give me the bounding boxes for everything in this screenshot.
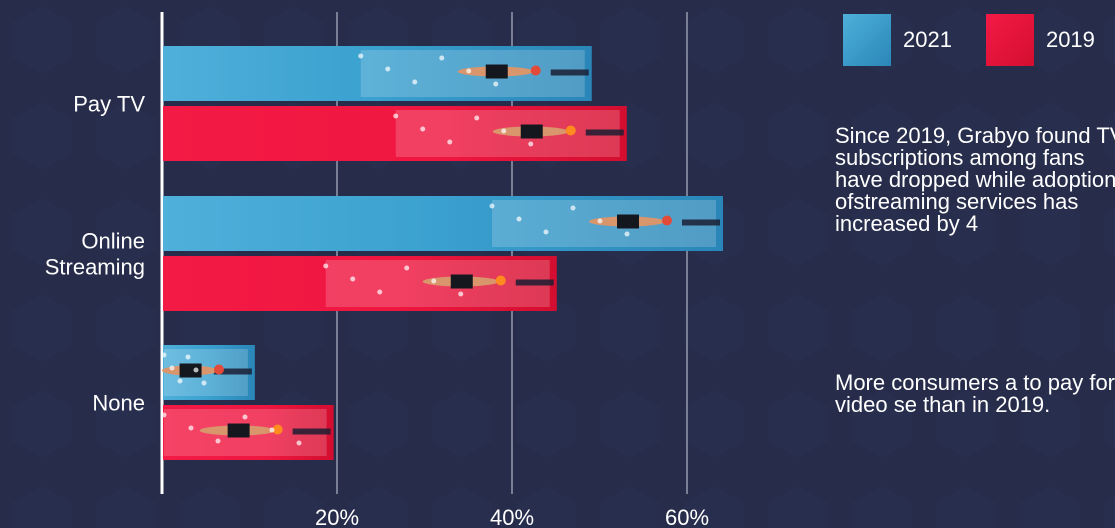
water-splash — [528, 141, 534, 147]
swimmer-cap — [565, 125, 576, 136]
water-splash — [570, 205, 576, 211]
swimmer-cap — [495, 275, 506, 286]
swimmer-splash-icon — [161, 412, 302, 446]
swimmer-splash-icon — [161, 352, 224, 386]
category-label: Streaming — [45, 255, 145, 280]
water-splash — [516, 216, 522, 222]
swimmer-suit — [179, 363, 202, 378]
water-splash — [193, 367, 199, 373]
swimmer-splash-icon — [393, 113, 576, 147]
x-tick-label: 40% — [490, 505, 534, 528]
water-splash — [431, 278, 437, 284]
water-splash — [161, 352, 167, 358]
bar-2021 — [161, 345, 255, 400]
water-splash — [493, 81, 499, 87]
swimmer-cap — [530, 65, 541, 76]
water-splash — [161, 412, 167, 418]
water-splash — [323, 263, 329, 269]
water-splash — [447, 139, 453, 145]
water-splash — [489, 203, 495, 209]
swimmer-cap — [213, 364, 224, 375]
swimmer-suit — [520, 124, 543, 139]
water-splash — [624, 231, 630, 237]
water-splash — [404, 265, 410, 271]
category-label: Online — [81, 229, 145, 254]
category-label: None — [92, 391, 145, 416]
lane-stripe — [682, 219, 720, 226]
water-splash — [412, 79, 418, 85]
legend-item-2019: 2019 — [985, 14, 1095, 66]
water-splash — [393, 113, 399, 119]
water-splash — [543, 229, 549, 235]
swimmer-splash-icon — [358, 53, 541, 87]
bar-2021 — [163, 46, 592, 101]
lane-stripe — [292, 428, 331, 435]
legend-label-2019: 2019 — [1045, 27, 1095, 52]
bar-2021 — [163, 196, 723, 251]
water-splash — [377, 289, 383, 295]
x-tick-label: 60% — [665, 505, 709, 528]
category-label: Pay TV — [73, 92, 145, 117]
water-splash — [215, 438, 221, 444]
bar-2019 — [163, 256, 557, 311]
legend-item-2021: 2021 — [843, 14, 952, 66]
insight-text-1: Since 2019, Grabyo found TV subscription… — [835, 123, 1115, 236]
bar-2019 — [163, 106, 627, 161]
insight-text-2: More consumers a to pay for video se tha… — [835, 370, 1115, 417]
lane-stripe — [550, 69, 589, 76]
water-splash — [420, 126, 426, 132]
water-splash — [188, 425, 194, 431]
water-splash — [296, 440, 302, 446]
lane-stripe — [585, 129, 624, 136]
bar-2019 — [161, 405, 334, 460]
swimmer-suit — [617, 214, 639, 229]
swimmer-suit — [485, 64, 508, 79]
water-splash — [201, 380, 207, 386]
x-tick-label: 20% — [315, 505, 359, 528]
water-splash — [439, 55, 445, 61]
water-splash — [242, 414, 248, 420]
legend-label-2021: 2021 — [903, 27, 952, 52]
water-splash — [458, 291, 464, 297]
legend-swatch-2021 — [843, 14, 891, 66]
swimmer-cap — [272, 424, 283, 435]
water-splash — [358, 53, 364, 59]
water-splash — [185, 354, 191, 360]
water-splash — [385, 66, 391, 72]
water-splash — [474, 115, 480, 121]
water-splash — [269, 427, 275, 433]
swimmer-suit — [227, 423, 250, 438]
water-splash — [169, 365, 175, 371]
swimmer-splash-icon — [323, 263, 506, 297]
water-splash — [177, 378, 183, 384]
swimmer-cap — [662, 215, 672, 226]
water-splash — [350, 276, 356, 282]
water-splash — [466, 68, 472, 74]
swimmer-splash-icon — [489, 203, 672, 237]
lane-stripe — [515, 279, 554, 286]
swimmer-suit — [450, 274, 473, 289]
water-splash — [501, 128, 507, 134]
water-splash — [597, 218, 603, 224]
legend: 2021 2019 — [843, 14, 1115, 66]
legend-swatch-2019 — [985, 14, 1034, 66]
lane-stripe — [213, 368, 252, 375]
